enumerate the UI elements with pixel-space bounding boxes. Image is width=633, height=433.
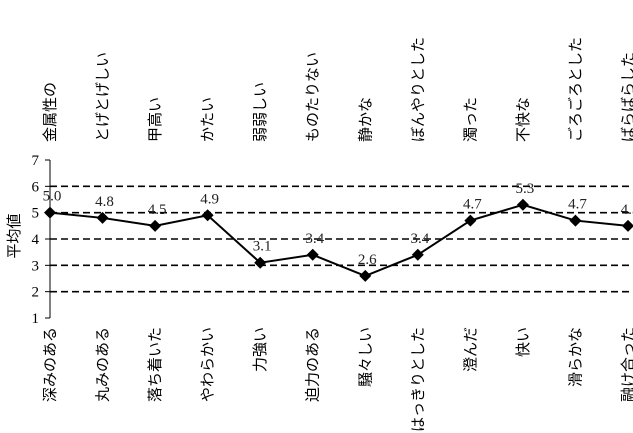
data-point-1 bbox=[44, 206, 56, 219]
data-label-3: 4.5 bbox=[148, 202, 167, 218]
bottom-label-9: 澄んだ bbox=[461, 327, 479, 372]
bottom-adjective-labels: 深みのある 丸みのある 落ち着いた やわらかい 力強い 迫力のある 騒々しい はっきりとした 澄… bbox=[41, 327, 633, 432]
y-tick-label-3: 3 bbox=[32, 258, 40, 274]
top-label-7: 静かな bbox=[356, 97, 374, 142]
bottom-label-4: やわらかい bbox=[199, 327, 217, 402]
y-tick-label-4: 4 bbox=[32, 232, 40, 248]
top-label-2: とげとげしい bbox=[94, 52, 112, 142]
data-point-10 bbox=[516, 198, 529, 211]
top-label-1: 金属性の bbox=[41, 82, 59, 142]
data-point-6 bbox=[306, 248, 319, 261]
bottom-label-7: 騒々しい bbox=[356, 327, 374, 387]
top-label-12: ばらばらした bbox=[619, 52, 633, 142]
bottom-label-1: 深みのある bbox=[41, 327, 59, 402]
data-label-11: 4.7 bbox=[568, 197, 587, 213]
top-label-9: 濁った bbox=[461, 97, 479, 142]
y-tick-label-7: 7 bbox=[32, 153, 40, 169]
data-point-5 bbox=[254, 256, 267, 269]
bottom-label-3: 落ち着いた bbox=[146, 327, 164, 402]
data-point-8 bbox=[411, 248, 424, 261]
data-label-1: 5.0 bbox=[43, 189, 62, 205]
bottom-label-8: はっきりとした bbox=[409, 327, 427, 432]
data-label-6: 3.4 bbox=[305, 231, 324, 247]
y-tick-label-2: 2 bbox=[32, 285, 40, 301]
data-point-7 bbox=[359, 269, 372, 282]
data-label-2: 4.8 bbox=[95, 194, 114, 210]
data-point-2 bbox=[96, 211, 109, 224]
bottom-label-2: 丸みのある bbox=[94, 327, 112, 402]
y-axis-label: 平均値 bbox=[5, 213, 23, 258]
data-label-9: 4.7 bbox=[463, 197, 482, 213]
data-point-3 bbox=[149, 219, 162, 232]
data-label-12: 4.5 bbox=[621, 202, 633, 218]
bottom-label-10: 快い bbox=[514, 327, 532, 357]
bottom-label-12: 融け合った bbox=[619, 327, 633, 402]
bottom-label-5: 力強い bbox=[251, 327, 269, 372]
top-adjective-labels: 金属性の とげとげしい甲高い かたい 弱弱しい ものたりない静かな ぼんやりとした濁った 不… bbox=[41, 37, 633, 142]
y-tick-label-6: 6 bbox=[32, 179, 40, 195]
data-point-9 bbox=[464, 214, 477, 227]
data-label-7: 2.6 bbox=[358, 252, 377, 268]
top-label-6: ものたりない bbox=[304, 52, 322, 142]
top-label-5: 弱弱しい bbox=[251, 82, 269, 142]
top-label-10: 不快な bbox=[514, 97, 532, 142]
top-label-4: かたい bbox=[199, 97, 217, 142]
data-point-11 bbox=[569, 214, 582, 227]
data-label-8: 3.4 bbox=[410, 231, 429, 247]
data-label-10: 5.3 bbox=[516, 181, 535, 197]
top-label-8: ぼんやりとした bbox=[409, 37, 427, 142]
top-label-3: 甲高い bbox=[146, 97, 164, 142]
bottom-label-11: 滑らかな bbox=[566, 327, 584, 387]
data-point-4 bbox=[201, 209, 214, 222]
y-tick-label-1: 1 bbox=[32, 311, 40, 327]
top-label-11: ごろごろとした bbox=[566, 37, 584, 142]
plot-area: 5.0 4.8 4.5 4.9 3.1 3.4 2.6 3.4 4.7 5.3 4.7 4.5 bbox=[43, 160, 633, 318]
y-axis: 平均値 1 2 3 4 5 6 7 bbox=[5, 153, 50, 327]
y-tick-label-5: 5 bbox=[32, 206, 40, 222]
data-point-12 bbox=[622, 219, 633, 232]
data-label-5: 3.1 bbox=[253, 239, 272, 255]
bottom-label-6: 迫力のある bbox=[304, 327, 322, 402]
series-line bbox=[49, 203, 629, 277]
data-label-4: 4.9 bbox=[200, 191, 219, 207]
